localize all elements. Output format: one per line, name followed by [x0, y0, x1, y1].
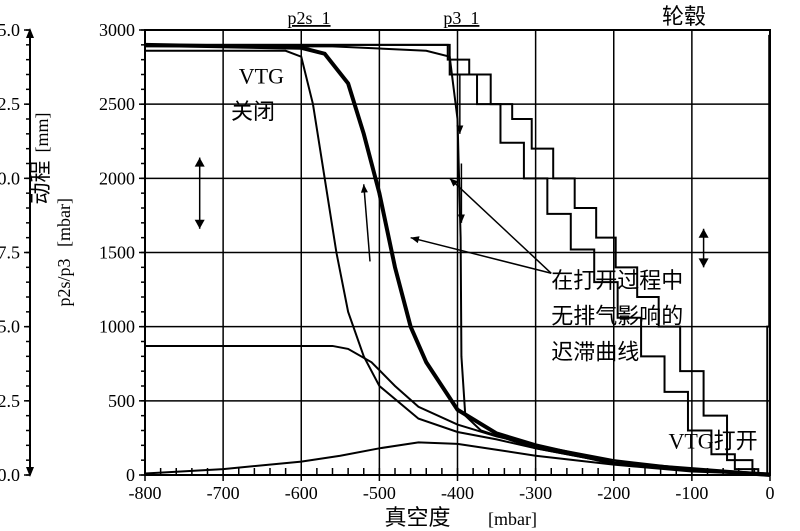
- x-tick-label: -700: [207, 483, 240, 503]
- x-axis-unit: [mbar]: [488, 509, 537, 529]
- x-tick-label: -400: [441, 483, 474, 503]
- x-tick-label: -200: [597, 483, 630, 503]
- mm-tick-label: 0.0: [0, 465, 20, 485]
- p-axis-label: p2s/p3: [54, 258, 74, 306]
- p-tick-label: 1000: [99, 317, 135, 337]
- p-tick-label: 500: [108, 391, 135, 411]
- mm-axis-unit: [mm]: [32, 113, 52, 153]
- x-tick-label: -500: [363, 483, 396, 503]
- direction-arrow: [364, 184, 370, 261]
- top-label-p2s: p2s_1: [288, 8, 331, 28]
- double-arrow-head: [195, 158, 205, 167]
- hysteresis-chart: 0.0 2.5 5.0 7.5 10.0 12.5 15.0 0 500 1000 1500 2000…: [0, 0, 800, 531]
- p-tick-label: 2000: [99, 168, 135, 188]
- top-label-hub: 轮毂: [662, 4, 706, 29]
- mm-tick-label: 2.5: [0, 391, 20, 411]
- direction-arrow: [411, 238, 552, 274]
- p-tick-label: 0: [126, 465, 135, 485]
- mm-tick-label: 15.0: [0, 20, 20, 40]
- x-tick-label: -100: [675, 483, 708, 503]
- direction-arrowhead: [458, 215, 465, 223]
- label-hyst-1: 在打开过程中: [551, 268, 683, 293]
- label-hyst-2: 无排气影响的: [551, 304, 683, 329]
- x-tick-label: -800: [129, 483, 162, 503]
- label-vtg-closed-1: VTG: [239, 63, 284, 88]
- label-hyst-3: 迟滞曲线: [551, 339, 639, 364]
- label-vtg-open: VTG打开: [668, 428, 757, 453]
- p-tick-label: 1500: [99, 243, 135, 263]
- p-axis-unit: [mbar]: [54, 198, 74, 247]
- mm-axis-label: 动程: [28, 160, 53, 204]
- chart-container: 0.0 2.5 5.0 7.5 10.0 12.5 15.0 0 500 1000 1500 2000…: [0, 0, 800, 531]
- double-arrow-head: [699, 258, 709, 267]
- mm-tick-label: 7.5: [0, 243, 20, 263]
- mm-tick-label: 12.5: [0, 94, 20, 114]
- top-label-p3: p3_1: [443, 8, 479, 28]
- p-tick-label: 3000: [99, 20, 135, 40]
- double-arrow-head: [195, 220, 205, 229]
- x-tick-label: -600: [285, 483, 318, 503]
- x-tick-label: 0: [766, 483, 775, 503]
- x-tick-label: -300: [519, 483, 552, 503]
- mm-tick-label: 5.0: [0, 317, 20, 337]
- x-axis-label: 真空度: [384, 505, 450, 530]
- label-vtg-closed-2: 关闭: [231, 99, 275, 124]
- mm-tick-label: 10.0: [0, 168, 20, 188]
- p-tick-label: 2500: [99, 94, 135, 114]
- double-arrow-head: [699, 229, 709, 238]
